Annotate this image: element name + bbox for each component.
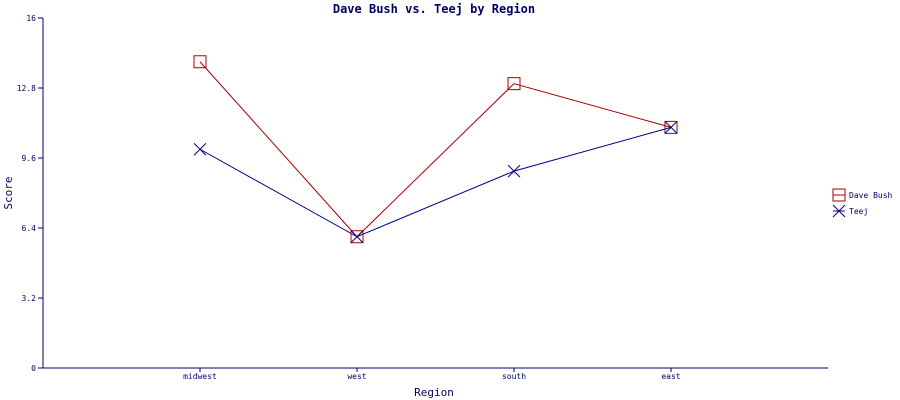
x-tick-label: south [502, 372, 526, 381]
series-1-point [664, 120, 678, 134]
y-tick-label: 0 [31, 364, 36, 373]
chart-title: Dave Bush vs. Teej by Region [333, 2, 535, 16]
legend-marker-1 [832, 188, 846, 202]
series-2-point [350, 230, 364, 244]
legend-marker-2 [832, 204, 846, 218]
series-2-point [664, 121, 678, 134]
series-line-1 [199, 61, 672, 238]
x-tick-label: west [347, 372, 366, 381]
y-tick-label: 6.4 [22, 224, 37, 233]
series-1-point [350, 230, 364, 244]
series-2-point [193, 142, 207, 156]
legend-label-1: Dave Bush [849, 191, 893, 200]
x-ticks: midwest west south east [183, 368, 681, 381]
y-tick-label: 16 [26, 14, 36, 23]
series-2-point [507, 164, 521, 178]
x-tick-label: midwest [183, 372, 217, 381]
legend-label-2: Teej [849, 207, 868, 216]
y-tick-label: 12.8 [17, 84, 36, 93]
series-1-point [193, 55, 207, 69]
series-line-2 [199, 126, 672, 238]
y-tick-label: 3.2 [22, 294, 37, 303]
series-1-point [507, 77, 521, 91]
y-axis-label: Score [2, 176, 15, 209]
plot-area [42, 18, 828, 369]
series-layer [193, 55, 678, 244]
y-tick-label: 9.6 [22, 154, 37, 163]
y-ticks: 0 3.2 6.4 9.6 12.8 16 [17, 14, 43, 373]
legend: Dave Bush Teej [832, 188, 893, 218]
x-tick-label: east [661, 372, 680, 381]
x-axis-label: Region [414, 386, 454, 399]
